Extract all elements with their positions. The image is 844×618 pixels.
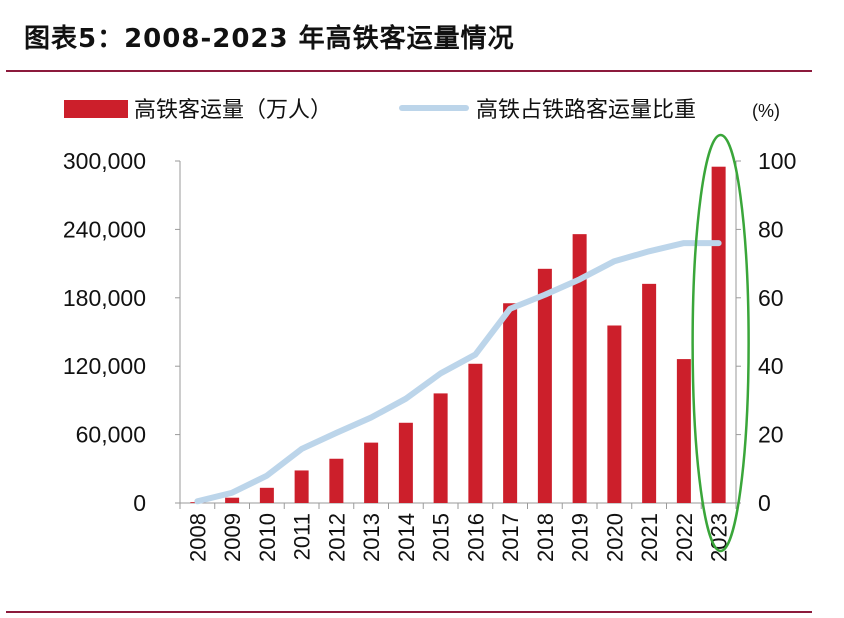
bar <box>468 363 483 503</box>
bar <box>607 325 622 503</box>
bar <box>642 283 657 503</box>
legend-line-unit: (%) <box>752 101 780 121</box>
bar <box>364 442 379 503</box>
left-tick-label: 0 <box>133 490 146 516</box>
x-tick-label: 2021 <box>637 513 662 562</box>
bar <box>398 422 413 503</box>
left-tick-label: 180,000 <box>63 285 146 311</box>
x-tick-label: 2017 <box>498 513 523 562</box>
x-tick-label: 2008 <box>185 513 210 562</box>
right-tick-label: 80 <box>758 216 784 242</box>
annotation <box>691 133 750 553</box>
x-tick-label: 2016 <box>463 513 488 562</box>
bar <box>294 470 309 503</box>
x-tick-label: 2014 <box>394 513 419 562</box>
x-tick-label: 2019 <box>568 513 593 562</box>
bar <box>503 303 518 503</box>
ticks: 0 60,000 120,000 180,000 240,000 300,000 0 20 40… <box>63 148 797 562</box>
bar <box>711 166 726 503</box>
legend-bar-label: 高铁客运量（万人） <box>134 97 332 122</box>
left-tick-label: 60,000 <box>76 422 146 448</box>
share-line-path <box>194 240 722 505</box>
legend-line-label: 高铁占铁路客运量比重 <box>476 97 696 122</box>
x-tick-label: 2015 <box>429 513 454 562</box>
right-tick-label: 60 <box>758 285 784 311</box>
left-tick-label: 240,000 <box>63 216 146 242</box>
x-tick-label: 2012 <box>324 513 349 562</box>
bar <box>329 458 344 503</box>
x-tick-label: 2010 <box>255 513 280 562</box>
bar <box>433 393 448 503</box>
bars <box>190 166 726 503</box>
legend: 高铁客运量（万人） 高铁占铁路客运量比重 (%) <box>64 97 780 122</box>
right-tick-label: 0 <box>758 490 771 516</box>
bar <box>537 268 552 503</box>
x-tick-label: 2018 <box>533 513 558 562</box>
bar <box>572 234 587 503</box>
x-tick-label: 2020 <box>602 513 627 562</box>
highlight-ellipse <box>691 133 750 553</box>
bar <box>225 497 240 503</box>
left-tick-label: 120,000 <box>63 353 146 379</box>
bar <box>676 359 691 503</box>
x-tick-label: 2009 <box>220 513 245 562</box>
right-tick-label: 100 <box>758 148 796 174</box>
figure-title: 图表5：2008-2023 年高铁客运量情况 <box>24 24 515 54</box>
right-tick-label: 20 <box>758 422 784 448</box>
x-tick-label: 2013 <box>359 513 384 562</box>
right-tick-label: 40 <box>758 353 784 379</box>
bar <box>259 487 274 503</box>
bottom-rule <box>6 611 812 613</box>
share-line <box>194 240 722 505</box>
legend-bar-swatch <box>64 100 128 118</box>
x-tick-label: 2022 <box>672 513 697 562</box>
x-tick-label: 2011 <box>290 513 315 560</box>
left-tick-label: 300,000 <box>63 148 146 174</box>
title-rule <box>6 70 812 72</box>
